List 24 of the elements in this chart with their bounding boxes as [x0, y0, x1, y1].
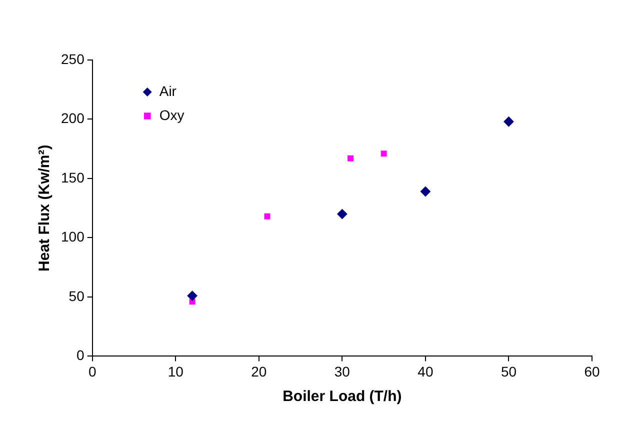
y-tick-label: 200: [61, 110, 85, 126]
x-tick-label: 50: [500, 363, 517, 380]
legend-label: Air: [159, 82, 177, 99]
point: [380, 150, 387, 157]
x-tick-label: 0: [88, 363, 96, 380]
x-tick-label: 60: [584, 363, 600, 380]
point: [420, 186, 430, 197]
y-axis-title: Heat Flux (Kw/m²): [36, 144, 54, 272]
point: [264, 213, 270, 220]
x-tick-label: 40: [418, 363, 434, 380]
legend-label: Oxy: [159, 106, 184, 123]
y-tick-label: 150: [61, 169, 85, 186]
x-tick-label: 10: [168, 363, 184, 380]
y-tick-label: 250: [61, 50, 85, 67]
point: [187, 290, 198, 301]
y-tick-label: 0: [76, 347, 85, 364]
point: [504, 116, 514, 127]
y-tick-label: 100: [61, 228, 85, 245]
x-tick-label: 30: [334, 363, 350, 380]
point: [348, 155, 354, 162]
x-axis-title: Boiler Load (T/h): [282, 388, 402, 406]
y-tick-label: 50: [68, 288, 85, 304]
point: [337, 209, 348, 220]
x-tick-label: 20: [251, 363, 267, 380]
